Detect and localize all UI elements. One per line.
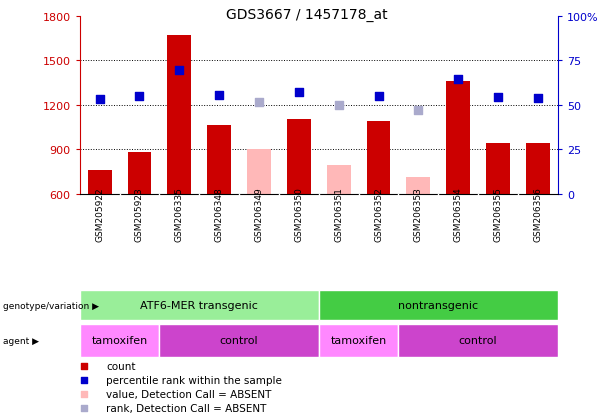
- Bar: [406, 178, 430, 194]
- Text: rank, Detection Call = ABSENT: rank, Detection Call = ABSENT: [106, 403, 267, 413]
- Bar: [319, 291, 558, 320]
- Text: GSM206349: GSM206349: [254, 187, 264, 242]
- Point: [175, 68, 185, 75]
- Point: [254, 99, 264, 106]
- Text: GSM206348: GSM206348: [215, 187, 224, 242]
- Text: genotype/variation ▶: genotype/variation ▶: [3, 301, 99, 310]
- Bar: [327, 166, 351, 194]
- Point: [413, 107, 423, 114]
- Bar: [88, 171, 112, 194]
- Text: GSM205922: GSM205922: [95, 187, 104, 242]
- Point: [94, 96, 104, 103]
- Bar: [80, 324, 159, 357]
- Point: [333, 102, 343, 109]
- Text: percentile rank within the sample: percentile rank within the sample: [106, 375, 282, 385]
- Bar: [486, 144, 510, 194]
- Text: GDS3667 / 1457178_at: GDS3667 / 1457178_at: [226, 8, 387, 22]
- Bar: [319, 324, 398, 357]
- Text: count: count: [106, 361, 135, 371]
- Bar: [80, 291, 319, 320]
- Bar: [247, 150, 271, 194]
- Bar: [159, 324, 319, 357]
- Text: GSM206351: GSM206351: [334, 187, 343, 242]
- Text: GSM206335: GSM206335: [175, 187, 184, 242]
- Point: [215, 93, 224, 99]
- Point: [454, 77, 463, 83]
- Bar: [526, 144, 550, 194]
- Text: ATF6-MER transgenic: ATF6-MER transgenic: [140, 300, 258, 310]
- Text: GSM206353: GSM206353: [414, 187, 423, 242]
- Point: [294, 90, 304, 96]
- Point: [493, 94, 503, 101]
- Text: agent ▶: agent ▶: [3, 336, 39, 345]
- Point: [533, 95, 543, 102]
- Point: [134, 94, 145, 100]
- Bar: [398, 324, 558, 357]
- Text: GSM206350: GSM206350: [294, 187, 303, 242]
- Text: tamoxifen: tamoxifen: [91, 335, 148, 345]
- Point: [357, 339, 367, 346]
- Text: tamoxifen: tamoxifen: [330, 335, 387, 345]
- Text: nontransgenic: nontransgenic: [398, 300, 478, 310]
- Text: GSM206352: GSM206352: [374, 187, 383, 242]
- Text: GSM206354: GSM206354: [454, 187, 463, 242]
- Text: control: control: [219, 335, 259, 345]
- Point: [357, 85, 367, 92]
- Bar: [128, 153, 151, 194]
- Text: GSM205923: GSM205923: [135, 187, 144, 242]
- Text: value, Detection Call = ABSENT: value, Detection Call = ABSENT: [106, 389, 272, 399]
- Bar: [167, 36, 191, 194]
- Bar: [367, 121, 390, 194]
- Text: GSM206355: GSM206355: [493, 187, 503, 242]
- Point: [357, 212, 367, 218]
- Bar: [207, 126, 231, 194]
- Point: [373, 93, 384, 100]
- Text: GSM206356: GSM206356: [533, 187, 543, 242]
- Bar: [287, 120, 311, 194]
- Text: control: control: [459, 335, 498, 345]
- Bar: [446, 82, 470, 194]
